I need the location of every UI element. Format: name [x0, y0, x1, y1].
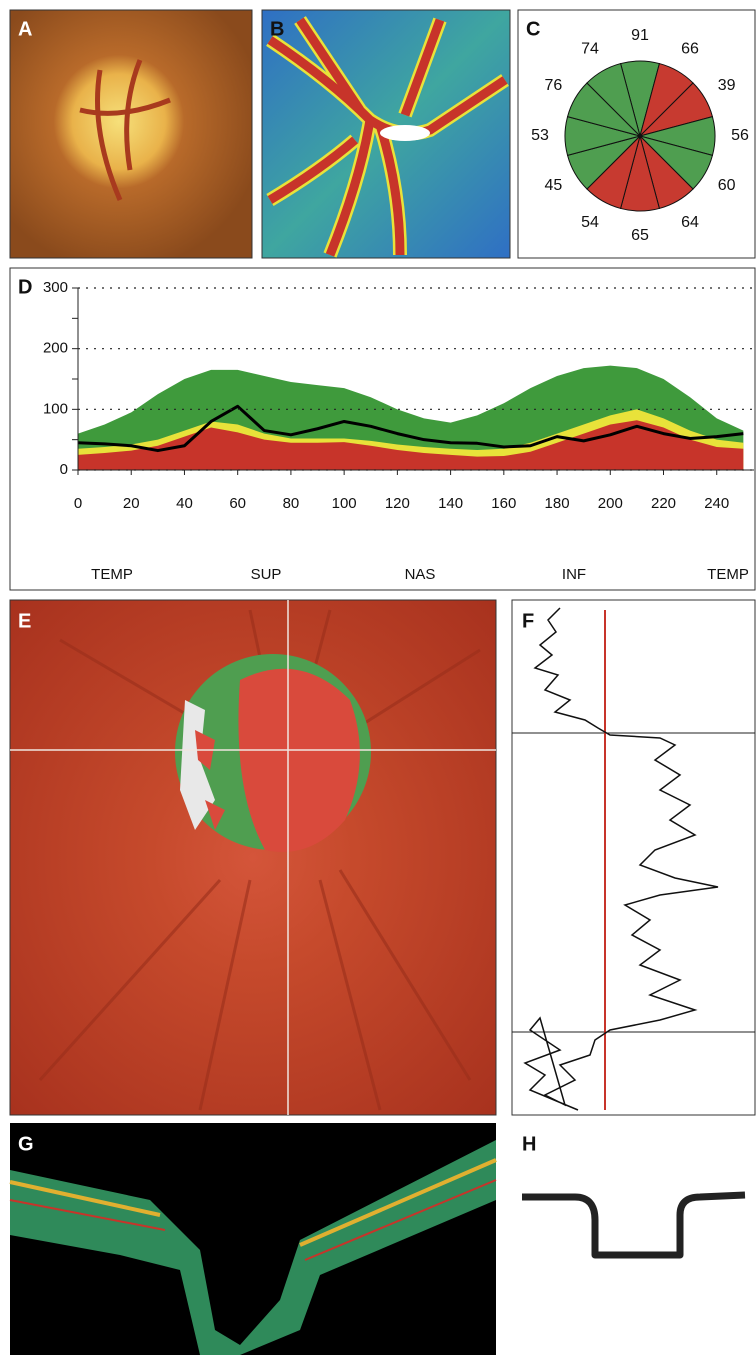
sector-label: TEMP — [707, 566, 749, 583]
x-tick-label: 200 — [598, 495, 623, 512]
cup — [238, 668, 360, 852]
y-tick-label: 0 — [60, 461, 68, 478]
panel-frame — [511, 599, 756, 1116]
x-tick-label: 100 — [332, 495, 357, 512]
clock-hour-value: 64 — [681, 214, 699, 231]
normative-band — [78, 420, 744, 470]
disc-center — [380, 125, 430, 141]
panel-b: B — [261, 9, 511, 259]
clock-hour-value: 60 — [718, 177, 736, 194]
clock-hour-value: 56 — [731, 127, 749, 144]
measured-line — [77, 404, 744, 453]
y-tick-label: 100 — [43, 400, 68, 417]
panel-label: G — [18, 1133, 34, 1155]
panel-a: A — [9, 9, 253, 259]
clock-hour-value: 76 — [544, 77, 562, 94]
profile-trace — [523, 607, 719, 1111]
cup-profile — [522, 1191, 746, 1259]
vessels — [79, 59, 171, 201]
panel-label: C — [526, 18, 540, 40]
panel-label: D — [18, 276, 32, 298]
clock-hour-value: 39 — [718, 77, 736, 94]
panel-e: E — [9, 599, 497, 1116]
x-tick-label: 180 — [545, 495, 570, 512]
panel-h: H — [522, 1133, 746, 1259]
panel-g: G — [9, 1123, 497, 1355]
x-tick-label: 240 — [704, 495, 729, 512]
x-tick-label: 80 — [283, 495, 300, 512]
x-tick-label: 20 — [123, 495, 140, 512]
panel-label: B — [270, 18, 284, 40]
clock-hour-value: 45 — [544, 177, 562, 194]
rpe-line — [9, 1179, 497, 1261]
panel-label: E — [18, 610, 31, 632]
panel-label: A — [18, 18, 32, 40]
panel-f: F — [511, 599, 756, 1116]
sector-label: SUP — [251, 566, 282, 583]
y-tick-label: 200 — [43, 340, 68, 357]
x-tick-label: 120 — [385, 495, 410, 512]
sector — [586, 62, 641, 138]
pallor — [180, 700, 215, 830]
sector-label: NAS — [405, 566, 436, 583]
x-tick-label: 40 — [176, 495, 193, 512]
clock-hour-value: 66 — [681, 41, 699, 58]
sector-label: TEMP — [91, 566, 133, 583]
clock-hour-value: 74 — [581, 41, 599, 58]
clock-hour-value: 65 — [631, 227, 649, 244]
y-tick-label: 300 — [43, 279, 68, 296]
x-tick-label: 160 — [491, 495, 516, 512]
x-tick-label: 0 — [74, 495, 82, 512]
x-tick-label: 60 — [229, 495, 246, 512]
fundus-photo — [9, 9, 253, 259]
retina-layer — [10, 1140, 496, 1355]
clock-hour-value: 53 — [531, 127, 549, 144]
clock-hour-value: 91 — [631, 27, 649, 44]
x-tick-label: 140 — [438, 495, 463, 512]
x-tick-label: 220 — [651, 495, 676, 512]
sector-label: INF — [562, 566, 586, 583]
rim-loss — [195, 730, 225, 830]
clock-hour-value: 54 — [581, 214, 599, 231]
rnfl-line — [9, 1158, 497, 1247]
panel-label: H — [522, 1133, 536, 1155]
panel-c: C 91 66 39 56 60 64 65 54 45 53 76 74 — [517, 9, 756, 259]
panel-label: F — [522, 610, 534, 632]
vessels — [267, 17, 508, 257]
panel-d: D 0 100 200 300 0 20 40 60 80 100 120 140 160 180 200 2… — [9, 267, 756, 591]
